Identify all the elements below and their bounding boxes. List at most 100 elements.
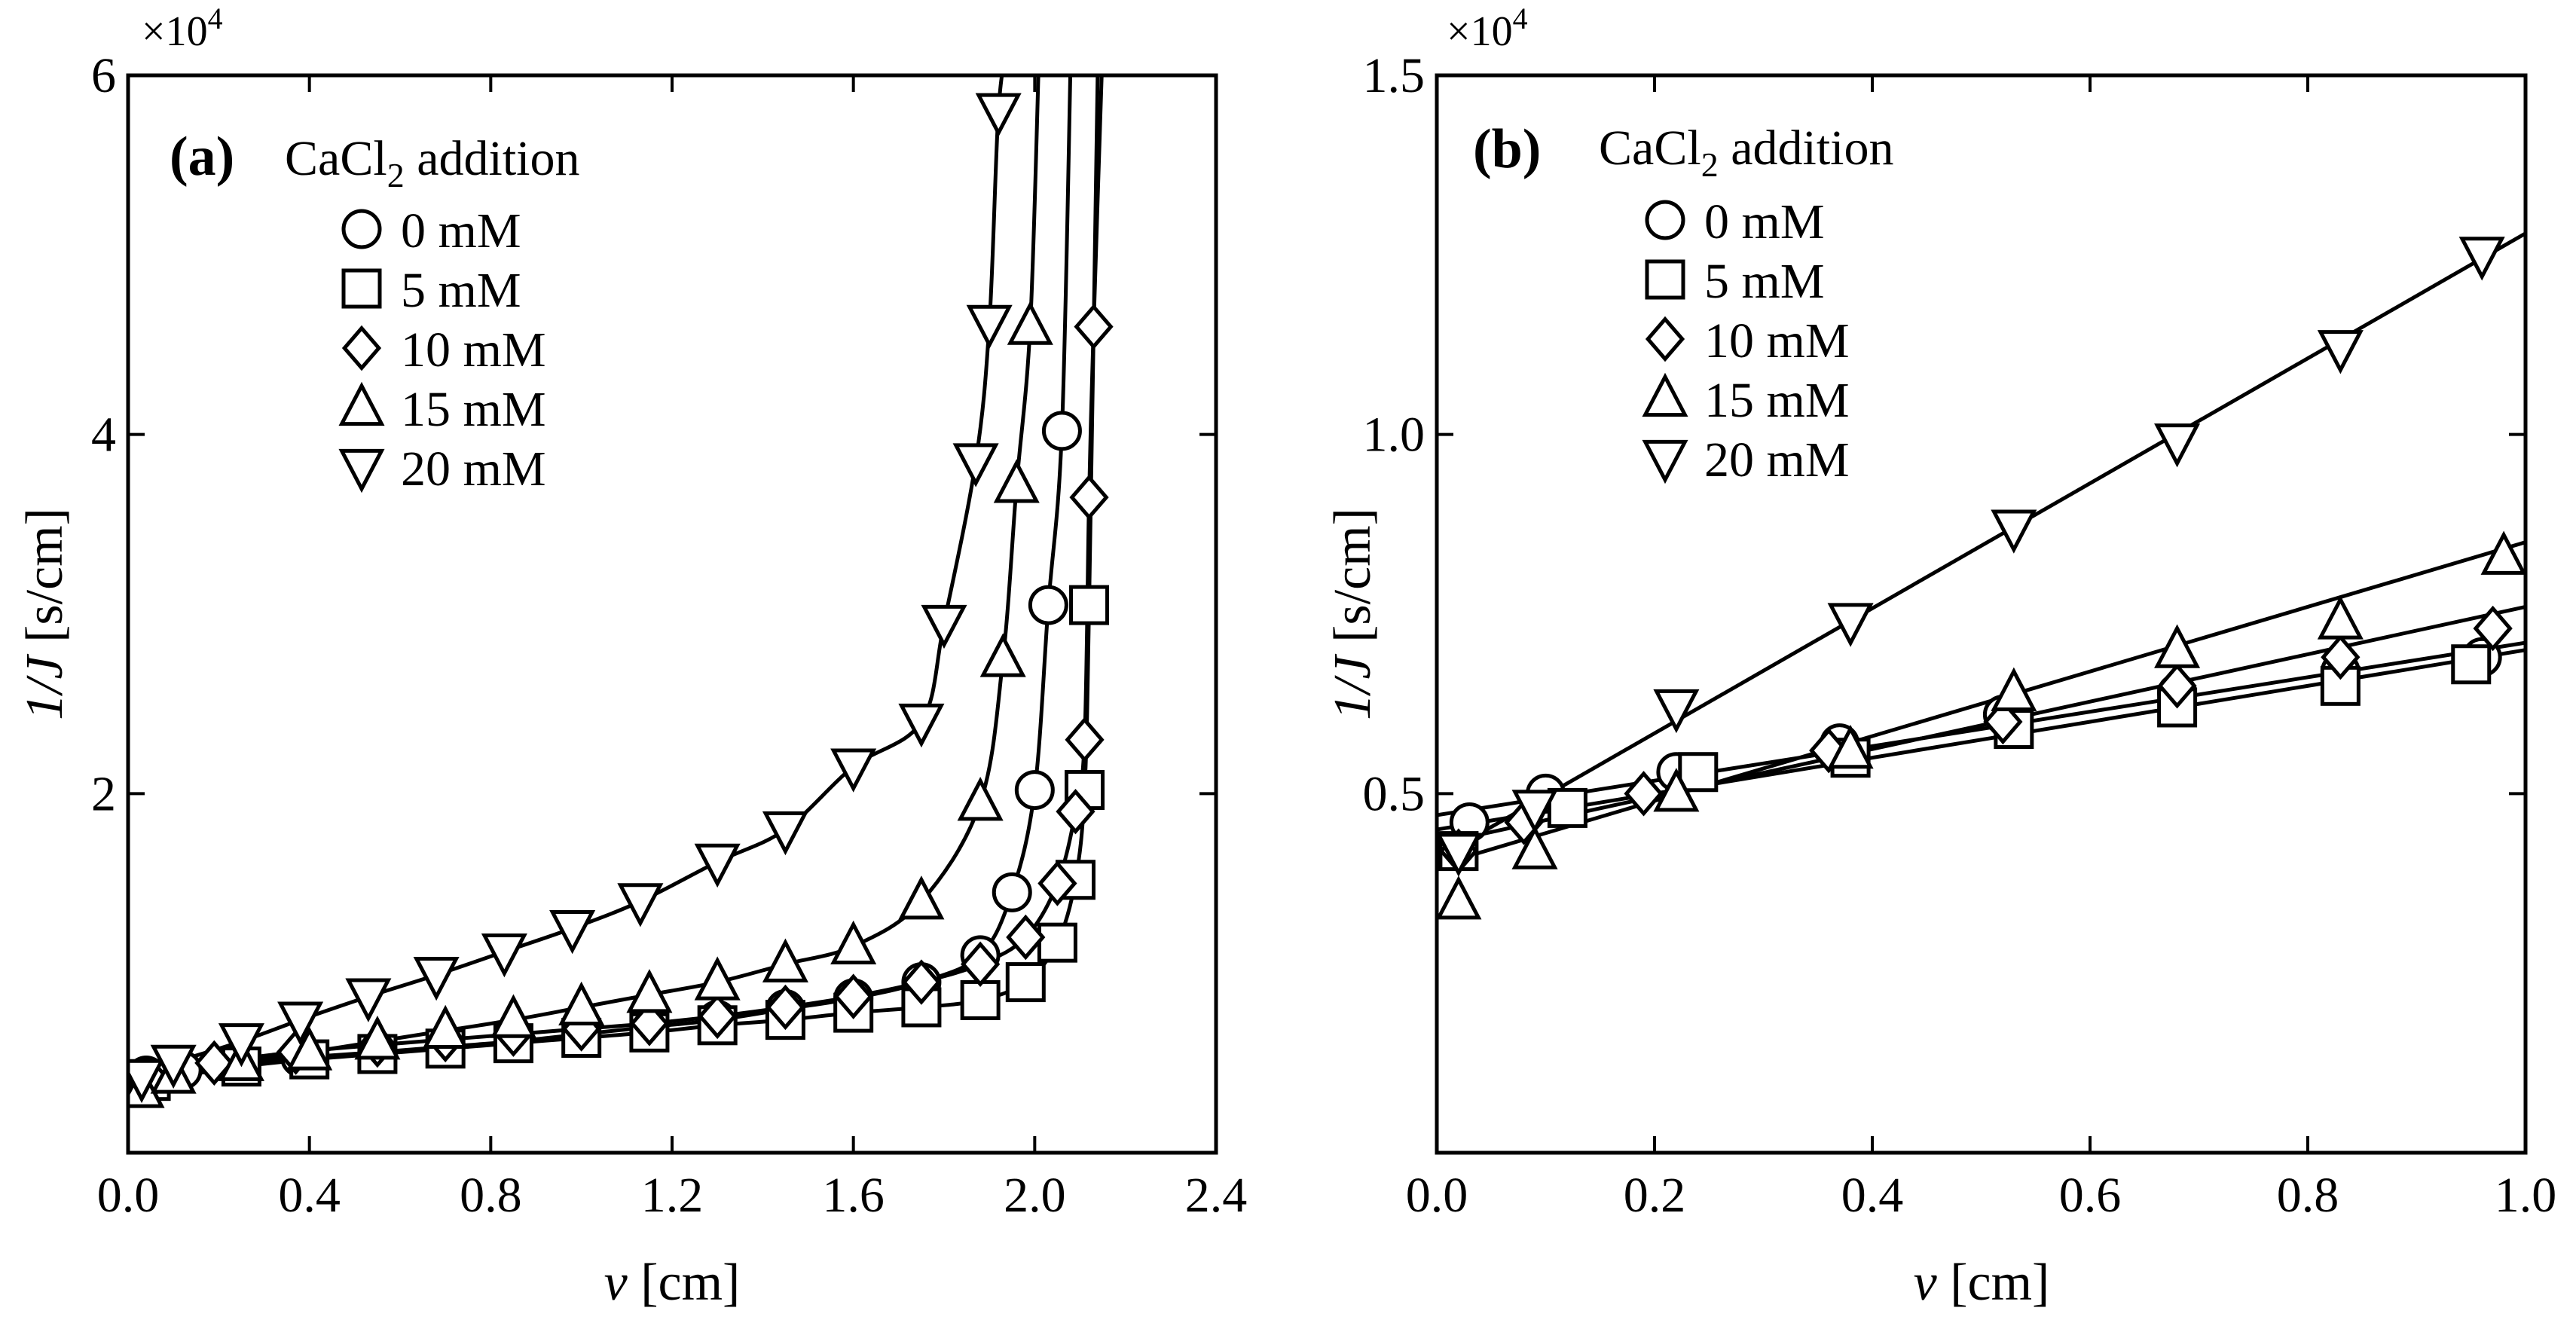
x-tick-label: 0.8 xyxy=(2277,1168,2339,1223)
data-point xyxy=(2317,330,2364,374)
y-tick-label: 0.5 xyxy=(1363,766,1426,821)
fit-line-15-mm xyxy=(140,75,1040,1092)
x-tick-label: 0.8 xyxy=(460,1168,522,1223)
panel-b-y-axis: 0.5 1.0 1.5 xyxy=(1363,48,2526,821)
data-point xyxy=(277,1001,324,1046)
panel-a-y-axis: 2 4 6 xyxy=(91,48,1216,821)
x-tick-label: 0.6 xyxy=(2059,1168,2122,1223)
data-point xyxy=(1624,771,1664,817)
x-tick-label: 2.0 xyxy=(1004,1168,1066,1223)
legend-marker-triangle-up xyxy=(1642,372,1688,417)
legend-marker-triangle-down xyxy=(338,448,385,493)
panel-b-plot-area xyxy=(1437,231,2526,920)
panel-b-chart: 0.0 0.2 0.4 0.6 0.8 1.0 0.5 1.0 1.5 ×104 (b) Ca… xyxy=(1324,2,2556,1312)
panel-b-x-label: v [cm] xyxy=(1914,1254,2050,1312)
panel-a-x-label: v [cm] xyxy=(604,1254,741,1312)
legend-entry-label: 15 mM xyxy=(1704,373,1850,428)
fit-line-5-mm xyxy=(1437,648,2526,832)
legend-marker-diamond xyxy=(341,325,382,371)
fit-line-0-mm xyxy=(1437,640,2526,817)
fit-line-10-mm xyxy=(1437,605,2526,846)
data-point xyxy=(1069,585,1110,625)
data-point xyxy=(2458,237,2505,281)
data-point xyxy=(1065,717,1105,763)
panel-b-multiplier: ×104 xyxy=(1447,2,1528,55)
data-point xyxy=(1037,922,1077,963)
data-point xyxy=(694,843,741,888)
data-point xyxy=(629,1001,670,1047)
y-tick-label: 6 xyxy=(91,48,116,103)
data-point xyxy=(2473,605,2513,652)
legend-marker-circle xyxy=(1645,200,1685,240)
legend-entry-label: 20 mM xyxy=(401,442,546,497)
data-point xyxy=(1028,585,1068,625)
data-point xyxy=(413,956,460,1001)
data-point xyxy=(481,933,527,978)
series-20-mm xyxy=(1437,237,2505,877)
data-point xyxy=(1006,914,1046,961)
x-tick-label: 0.0 xyxy=(1406,1168,1468,1223)
data-point xyxy=(762,811,808,856)
data-point xyxy=(1991,509,2037,554)
data-point xyxy=(830,748,877,793)
panel-a-multiplier: ×104 xyxy=(142,2,223,55)
legend-entry-label: 5 mM xyxy=(401,263,521,318)
data-point xyxy=(921,604,967,649)
x-tick-label: 0.0 xyxy=(97,1168,160,1223)
data-point xyxy=(1827,724,1874,769)
data-point xyxy=(1809,727,1849,774)
x-tick-label: 0.4 xyxy=(1841,1168,1904,1223)
legend-entry-label: 5 mM xyxy=(1704,254,1825,309)
data-point xyxy=(898,875,945,920)
data-point xyxy=(617,883,664,927)
series-5-mm xyxy=(1438,644,2492,872)
data-point xyxy=(1653,689,1700,734)
legend-marker-diamond xyxy=(1645,316,1685,362)
panel-b-label: (b) xyxy=(1473,118,1541,180)
data-point xyxy=(2317,595,2364,640)
fit-line-20-mm xyxy=(1437,231,2526,860)
data-point xyxy=(1074,304,1114,350)
data-point xyxy=(354,1016,401,1060)
data-point xyxy=(286,1026,333,1071)
data-point xyxy=(960,979,1001,1020)
series-15-mm xyxy=(128,301,1053,1108)
panel-a-chart: 0.0 0.4 0.8 1.2 1.6 2.0 2.4 2 4 6 ×104 (a) CaCl2… xyxy=(16,2,1247,1312)
panel-b-frame xyxy=(1435,73,2528,1155)
panel-b-legend-title: CaCl2 addition xyxy=(1599,121,1894,184)
data-point xyxy=(1653,768,1700,812)
data-point xyxy=(901,959,942,1005)
data-point xyxy=(1437,833,1482,877)
data-point xyxy=(1678,752,1719,793)
panel-a-plot-area xyxy=(128,75,1114,1108)
data-point xyxy=(966,304,1013,350)
data-point xyxy=(1437,875,1482,920)
data-point xyxy=(1014,770,1055,811)
legend-marker-triangle-up xyxy=(338,381,385,426)
data-point xyxy=(961,941,1001,987)
data-point xyxy=(975,93,1022,137)
data-point xyxy=(765,984,805,1031)
fit-line-0-mm xyxy=(145,75,1073,1077)
x-tick-label: 2.4 xyxy=(1185,1168,1248,1223)
data-point xyxy=(952,443,999,487)
legend-entry-label: 10 mM xyxy=(401,322,546,377)
data-point xyxy=(345,978,392,1022)
data-point xyxy=(1056,788,1095,835)
data-point xyxy=(2451,644,2492,685)
data-point xyxy=(1511,790,1558,834)
x-tick-label: 1.6 xyxy=(822,1168,885,1223)
panel-a-legend-title: CaCl2 addition xyxy=(285,131,580,194)
data-point xyxy=(2480,530,2526,575)
data-point xyxy=(762,938,808,982)
legend-marker-triangle-down xyxy=(1642,439,1688,484)
legend-entry-label: 0 mM xyxy=(401,203,521,258)
data-point xyxy=(898,703,945,748)
legend-marker-circle xyxy=(341,209,382,249)
data-point xyxy=(957,777,1004,821)
legend-entry-label: 15 mM xyxy=(401,382,546,437)
y-tick-label: 2 xyxy=(91,766,116,821)
data-point xyxy=(1991,667,2037,711)
